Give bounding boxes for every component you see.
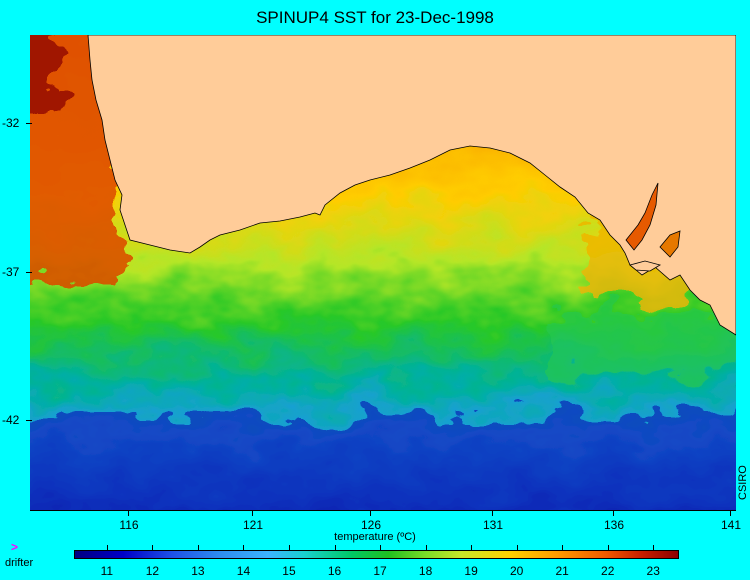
lon-tick-label: 121	[238, 510, 268, 532]
colorbar-tick	[471, 545, 473, 550]
lat-tick-label: -32	[2, 116, 33, 130]
map-title: SPINUP4 SST for 23-Dec-1998	[256, 8, 494, 27]
colorbar-tick-label: 14	[236, 564, 251, 578]
colorbar-tick	[152, 545, 154, 550]
colorbar-tick	[607, 545, 609, 550]
colorbar-tick	[425, 545, 427, 550]
drifter-legend-label: drifter	[5, 557, 34, 569]
colorbar-tick-label: 15	[282, 564, 296, 578]
colorbar-tick-label: 16	[327, 564, 342, 578]
colorbar-tick	[380, 545, 382, 550]
colorbar-tick-label: 12	[145, 564, 160, 578]
colorbar-tick-label: 23	[646, 564, 660, 578]
lon-tick-label: 136	[599, 510, 629, 532]
lon-tick-label: 131	[478, 510, 508, 532]
kangaroo-island	[629, 260, 662, 272]
colorbar-title: temperature (ºC)	[334, 531, 416, 543]
colorbar-tick	[106, 545, 108, 550]
colorbar-tick	[653, 545, 655, 550]
colorbar-tick	[516, 545, 518, 550]
colorbar-tick	[334, 545, 336, 550]
colorbar-tick-label: 21	[555, 564, 569, 578]
colorbar-tick-label: 19	[464, 564, 478, 578]
credit-label: CSIRO	[737, 465, 749, 500]
colorbar-tick-label: 18	[418, 564, 433, 578]
colorbar-tick	[288, 545, 290, 550]
lon-tick-label: 126	[356, 510, 386, 532]
colorbar-tick	[562, 545, 564, 550]
lat-tick-label: -42	[2, 413, 33, 427]
colorbar-tick-label: 20	[509, 564, 524, 578]
lon-tick-label: 116	[114, 510, 144, 532]
spencer-gulf	[625, 182, 659, 251]
colorbar-tick-label: 17	[373, 564, 387, 578]
colorbar-tick	[197, 545, 199, 550]
colorbar-tick-label: 11	[100, 564, 114, 578]
sst-map-svg	[30, 35, 736, 510]
colorbar-tick-label: 22	[601, 564, 615, 578]
drifter-arrow-icon: >	[11, 540, 19, 554]
sst-map	[30, 35, 736, 511]
temperature-colorbar	[74, 550, 679, 559]
colorbar-tick-label: 13	[191, 564, 205, 578]
lon-tick-label: 141	[716, 510, 746, 532]
gulf-st-vincent	[659, 230, 681, 258]
colorbar-tick	[243, 545, 245, 550]
lat-tick-label: -37	[2, 265, 33, 279]
